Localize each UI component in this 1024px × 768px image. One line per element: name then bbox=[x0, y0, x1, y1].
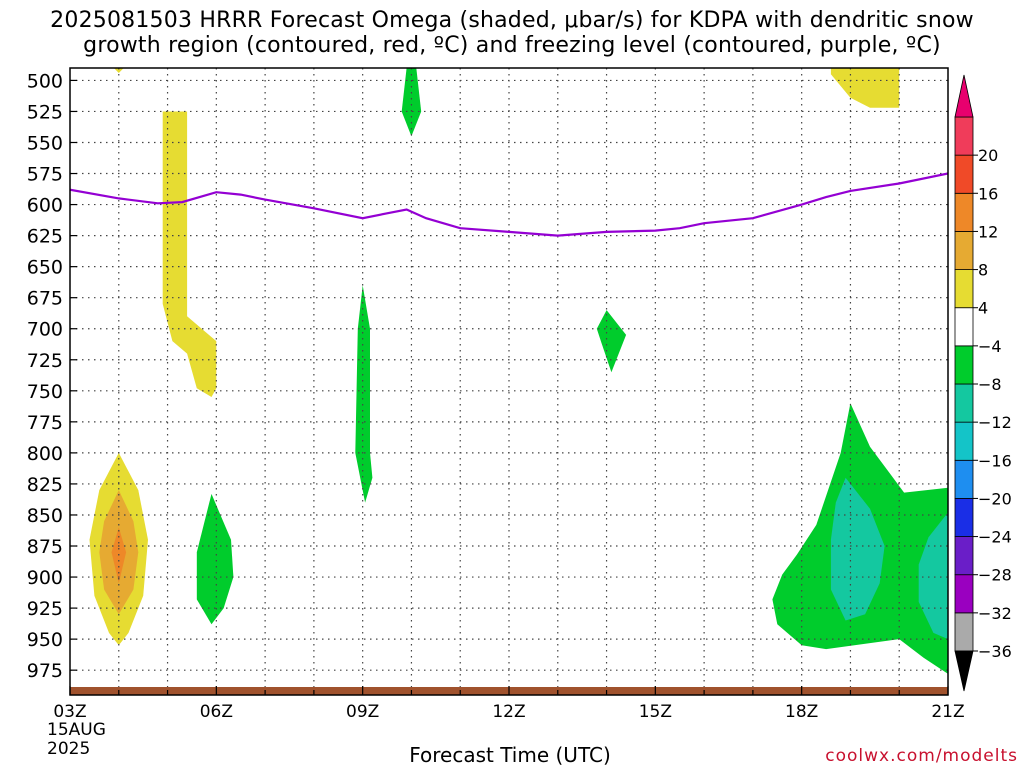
colorbar-segment bbox=[954, 421, 974, 461]
y-tick-label: 775 bbox=[27, 412, 63, 434]
colorbar-label: −16 bbox=[978, 451, 1012, 470]
x-tick-label: 06Z bbox=[200, 702, 233, 722]
omega-region bbox=[113, 68, 124, 73]
y-tick-label: 875 bbox=[27, 536, 63, 558]
y-tick-label: 525 bbox=[27, 101, 63, 123]
omega-region bbox=[401, 68, 422, 137]
y-tick-label: 625 bbox=[27, 226, 63, 248]
y-tick-label: 850 bbox=[27, 505, 63, 527]
colorbar-label: 4 bbox=[978, 299, 988, 318]
title-line-2: growth region (contoured, red, ºC) and f… bbox=[83, 33, 941, 58]
omega-region bbox=[196, 493, 234, 625]
colorbar-segment bbox=[954, 383, 974, 423]
freezing-level-line bbox=[70, 172, 948, 237]
x-tick-label: 09Z bbox=[346, 702, 379, 722]
y-tick-label: 900 bbox=[27, 567, 63, 589]
colorbar-label: 12 bbox=[978, 222, 998, 241]
colorbar-label: 8 bbox=[978, 261, 988, 280]
colorbar-label: −12 bbox=[978, 413, 1012, 432]
colorbar-segment bbox=[954, 498, 974, 537]
colorbar-segment bbox=[954, 536, 974, 576]
date-year: 2025 bbox=[47, 739, 91, 759]
omega-region bbox=[355, 285, 373, 503]
colorbar-segment bbox=[954, 612, 974, 652]
date-label: 15AUG 2025 bbox=[47, 721, 106, 759]
colorbar-label: −4 bbox=[978, 337, 1002, 356]
omega-region bbox=[162, 111, 217, 397]
y-tick-label: 575 bbox=[27, 164, 63, 186]
colorbar-segment bbox=[954, 192, 974, 232]
x-tick-label: 18Z bbox=[785, 702, 818, 722]
y-tick-label: 825 bbox=[27, 474, 63, 496]
plot-content bbox=[70, 68, 948, 695]
x-axis-label: Forecast Time (UTC) bbox=[409, 743, 611, 767]
credit-link[interactable]: coolwx.com/modelts bbox=[825, 746, 1018, 766]
colorbar-label: −32 bbox=[978, 604, 1012, 623]
title-line-1: 2025081503 HRRR Forecast Omega (shaded, … bbox=[50, 8, 974, 33]
y-tick-label: 500 bbox=[27, 70, 63, 92]
y-tick-label: 800 bbox=[27, 443, 63, 465]
x-tick-label: 12Z bbox=[492, 702, 525, 722]
colorbar-label: −8 bbox=[978, 375, 1002, 394]
y-tick-label: 925 bbox=[27, 598, 63, 620]
chart-title: 2025081503 HRRR Forecast Omega (shaded, … bbox=[0, 8, 1024, 58]
colorbar-label: −36 bbox=[978, 642, 1012, 661]
y-tick-label: 600 bbox=[27, 195, 63, 217]
y-tick-label: 700 bbox=[27, 319, 63, 341]
colorbar-segment bbox=[954, 231, 974, 270]
colorbar-segment bbox=[954, 574, 974, 614]
colorbar-segment bbox=[954, 459, 974, 499]
colorbar-segment bbox=[954, 307, 974, 347]
y-tick-label: 650 bbox=[27, 257, 63, 279]
colorbar-over-arrow bbox=[954, 74, 974, 118]
colorbar-label: 16 bbox=[978, 184, 998, 203]
colorbar-label: −24 bbox=[978, 528, 1012, 547]
omega-region bbox=[830, 68, 900, 108]
colorbar-segment bbox=[954, 116, 974, 156]
colorbar-label: 20 bbox=[978, 146, 998, 165]
y-tick-label: 975 bbox=[27, 660, 63, 682]
x-tick-label: 03Z bbox=[53, 702, 86, 722]
colorbar-under-arrow bbox=[954, 650, 974, 692]
omega-region bbox=[596, 310, 627, 373]
colorbar-segment bbox=[954, 154, 974, 194]
omega-region bbox=[830, 477, 885, 621]
x-tick-label: 15Z bbox=[639, 702, 672, 722]
y-tick-label: 750 bbox=[27, 381, 63, 403]
y-tick-label: 950 bbox=[27, 629, 63, 651]
colorbar-label: −20 bbox=[978, 489, 1012, 508]
x-tick-label: 21Z bbox=[931, 702, 964, 722]
colorbar-label: −28 bbox=[978, 566, 1012, 585]
colorbar-segment bbox=[954, 269, 974, 309]
y-tick-label: 550 bbox=[27, 132, 63, 154]
y-tick-label: 675 bbox=[27, 288, 63, 310]
omega-region bbox=[918, 512, 948, 640]
y-tick-label: 725 bbox=[27, 350, 63, 372]
date-day: 15AUG bbox=[47, 720, 106, 740]
colorbar-segment bbox=[954, 345, 974, 385]
